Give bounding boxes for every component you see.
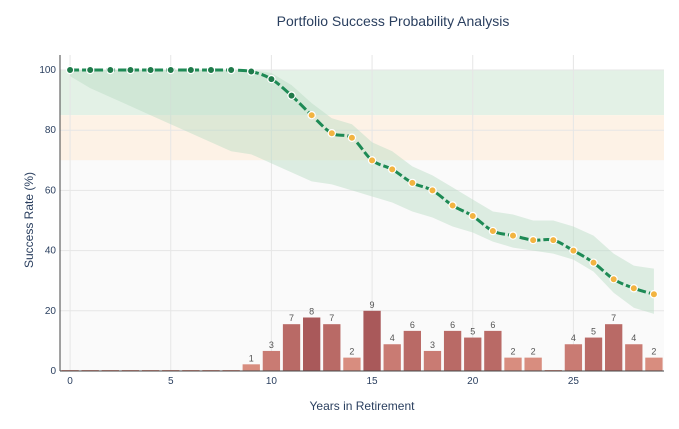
x-tick-label: 15 bbox=[367, 376, 379, 387]
y-tick-label: 60 bbox=[45, 185, 57, 196]
bar-value-label: 7 bbox=[329, 313, 334, 323]
data-point bbox=[307, 110, 316, 120]
data-point bbox=[589, 258, 598, 267]
y-tick-label: 80 bbox=[45, 125, 57, 136]
data-point bbox=[126, 65, 135, 75]
data-point bbox=[166, 65, 175, 75]
bar bbox=[282, 324, 301, 371]
bar bbox=[484, 330, 502, 371]
x-tick-label: 20 bbox=[467, 376, 479, 387]
data-point bbox=[649, 290, 659, 299]
bar bbox=[403, 330, 421, 371]
background-zones bbox=[60, 70, 664, 371]
confidence-band bbox=[70, 70, 654, 314]
bar bbox=[645, 357, 663, 371]
bar bbox=[584, 337, 603, 371]
data-point bbox=[186, 65, 196, 75]
x-tick-label: 10 bbox=[266, 376, 278, 387]
data-point bbox=[388, 165, 397, 174]
data-point bbox=[206, 65, 216, 75]
data-point bbox=[327, 129, 336, 138]
bar bbox=[443, 330, 462, 371]
bar bbox=[423, 350, 442, 371]
bar bbox=[464, 337, 482, 371]
bar-value-label: 3 bbox=[269, 340, 274, 350]
data-point bbox=[528, 235, 538, 245]
data-point bbox=[609, 275, 618, 284]
bar-value-label: 2 bbox=[531, 347, 536, 357]
zone-band-1 bbox=[60, 115, 664, 161]
chart-title: Portfolio Success Probability Analysis bbox=[277, 13, 510, 29]
bar bbox=[504, 357, 522, 371]
zone-band-2 bbox=[60, 160, 664, 371]
bar bbox=[605, 324, 623, 371]
bar-value-label: 2 bbox=[510, 347, 515, 357]
bar-value-label: 7 bbox=[289, 313, 294, 323]
bar bbox=[303, 317, 321, 371]
bar bbox=[262, 350, 281, 371]
y-axis-title: Success Rate (%) bbox=[22, 172, 36, 268]
bar-value-label: 4 bbox=[631, 333, 636, 343]
bar-value-label: 4 bbox=[390, 333, 395, 343]
data-point bbox=[367, 156, 377, 165]
data-point bbox=[146, 65, 155, 75]
x-tick-label: 25 bbox=[568, 376, 580, 387]
bar-value-label: 3 bbox=[430, 340, 435, 350]
bar-value-label: 1 bbox=[249, 353, 254, 363]
data-point bbox=[408, 178, 417, 188]
data-point bbox=[347, 133, 357, 142]
bar-value-label: 6 bbox=[450, 320, 455, 330]
y-tick-label: 20 bbox=[45, 306, 57, 317]
bar bbox=[363, 310, 381, 371]
bar bbox=[383, 344, 401, 371]
zone-band-0 bbox=[60, 70, 664, 116]
data-point bbox=[569, 246, 578, 255]
bar-value-label: 9 bbox=[370, 300, 375, 310]
bar-value-label: 8 bbox=[309, 306, 314, 316]
confidence-band-area bbox=[70, 70, 654, 314]
y-tick-label: 100 bbox=[39, 65, 56, 76]
bar-value-label: 6 bbox=[410, 320, 415, 330]
x-tick-label: 5 bbox=[168, 376, 174, 387]
data-point bbox=[106, 65, 115, 75]
data-point bbox=[428, 186, 437, 195]
data-point bbox=[549, 235, 558, 245]
data-point bbox=[247, 67, 256, 76]
data-point bbox=[226, 65, 236, 75]
bar bbox=[242, 364, 260, 371]
data-point bbox=[468, 211, 477, 221]
bar bbox=[343, 357, 361, 371]
data-point bbox=[508, 231, 518, 240]
x-tick-label: 0 bbox=[67, 376, 73, 387]
data-point bbox=[267, 74, 276, 84]
bar-value-label: 6 bbox=[490, 320, 495, 330]
success-line-series bbox=[65, 65, 659, 299]
data-point bbox=[65, 65, 75, 75]
data-point bbox=[488, 226, 498, 236]
x-axis-title: Years in Retirement bbox=[310, 399, 416, 413]
bar bbox=[524, 357, 542, 371]
y-tick-label: 0 bbox=[50, 366, 56, 377]
bar bbox=[323, 324, 341, 371]
data-point bbox=[287, 91, 296, 100]
data-point bbox=[85, 65, 95, 75]
data-point bbox=[629, 284, 639, 293]
bar-value-label: 7 bbox=[611, 313, 616, 323]
y-tick-label: 40 bbox=[45, 246, 57, 257]
bar bbox=[564, 344, 583, 371]
bar-value-label: 4 bbox=[571, 333, 576, 343]
bar bbox=[625, 344, 643, 371]
bar-value-label: 2 bbox=[651, 347, 656, 357]
bar-value-label: 5 bbox=[591, 327, 596, 337]
bar-value-label: 2 bbox=[349, 347, 354, 357]
bar-value-label: 5 bbox=[470, 327, 475, 337]
data-point bbox=[448, 201, 457, 210]
